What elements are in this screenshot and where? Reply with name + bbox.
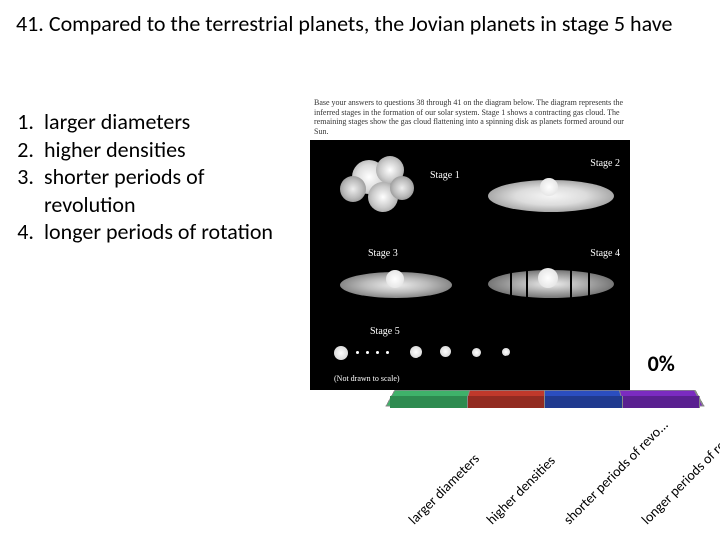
answer-number: 3. (16, 163, 44, 218)
answer-item[interactable]: 2. higher densities (16, 136, 294, 164)
diagram-caption: Base your answers to questions 38 throug… (310, 98, 630, 140)
chart-platform-front-cell (545, 396, 623, 408)
response-chart: 0% 0% 0% 0% larger diametershigher densi… (390, 350, 700, 530)
chart-xlabel: higher densities (483, 452, 559, 528)
chart-xlabel: larger diameters (405, 450, 483, 528)
question-body: Compared to the terrestrial planets, the… (49, 10, 673, 37)
stage-label: Stage 1 (430, 170, 460, 181)
answer-list: 1. larger diameters 2. higher densities … (16, 108, 294, 246)
stage4-gap-icon (570, 270, 572, 298)
question-number: 41. (16, 10, 44, 37)
answer-text: longer periods of rotation (44, 218, 273, 246)
stage5-planet-icon (366, 351, 369, 354)
chart-platform-front-cell (623, 396, 701, 408)
answer-item[interactable]: 4. longer periods of rotation (16, 218, 294, 246)
stage5-planet-icon (376, 351, 379, 354)
chart-xlabels: larger diametershigher densitiesshorter … (390, 408, 700, 528)
answer-text: higher densities (44, 136, 186, 164)
stage5-planet-icon (386, 351, 389, 354)
chart-platform-front (390, 396, 700, 408)
answer-number: 4. (16, 218, 44, 246)
chart-platform-front-cell (390, 396, 468, 408)
chart-pct: 0% (623, 350, 701, 377)
stage5-sun-icon (334, 346, 348, 360)
stage4-gap-icon (510, 270, 512, 298)
answer-item[interactable]: 1. larger diameters (16, 108, 294, 136)
answer-number: 2. (16, 136, 44, 164)
chart-platform-front-cell (468, 396, 546, 408)
answer-text: shorter periods of revolution (44, 163, 294, 218)
chart-pct-row: 0% 0% 0% 0% (390, 350, 700, 377)
solar-system-diagram: Base your answers to questions 38 throug… (310, 98, 630, 390)
stage-label: Stage 2 (590, 158, 620, 169)
chart-pct: 0% (390, 350, 468, 377)
stage-label: Stage 5 (370, 326, 400, 337)
answer-text: larger diameters (44, 108, 190, 136)
stage5-planet-icon (356, 351, 359, 354)
answer-item[interactable]: 3. shorter periods of revolution (16, 163, 294, 218)
chart-pct: 0% (468, 350, 546, 377)
stage-label: Stage 4 (590, 248, 620, 259)
answer-number: 1. (16, 108, 44, 136)
question-text: 41. Compared to the terrestrial planets,… (16, 10, 704, 38)
stage1-cloud-icon (340, 152, 416, 212)
stage4-gap-icon (526, 270, 528, 298)
stage4-gap-icon (588, 270, 590, 298)
chart-pct: 0% (545, 350, 623, 377)
stage-label: Stage 3 (368, 248, 398, 259)
